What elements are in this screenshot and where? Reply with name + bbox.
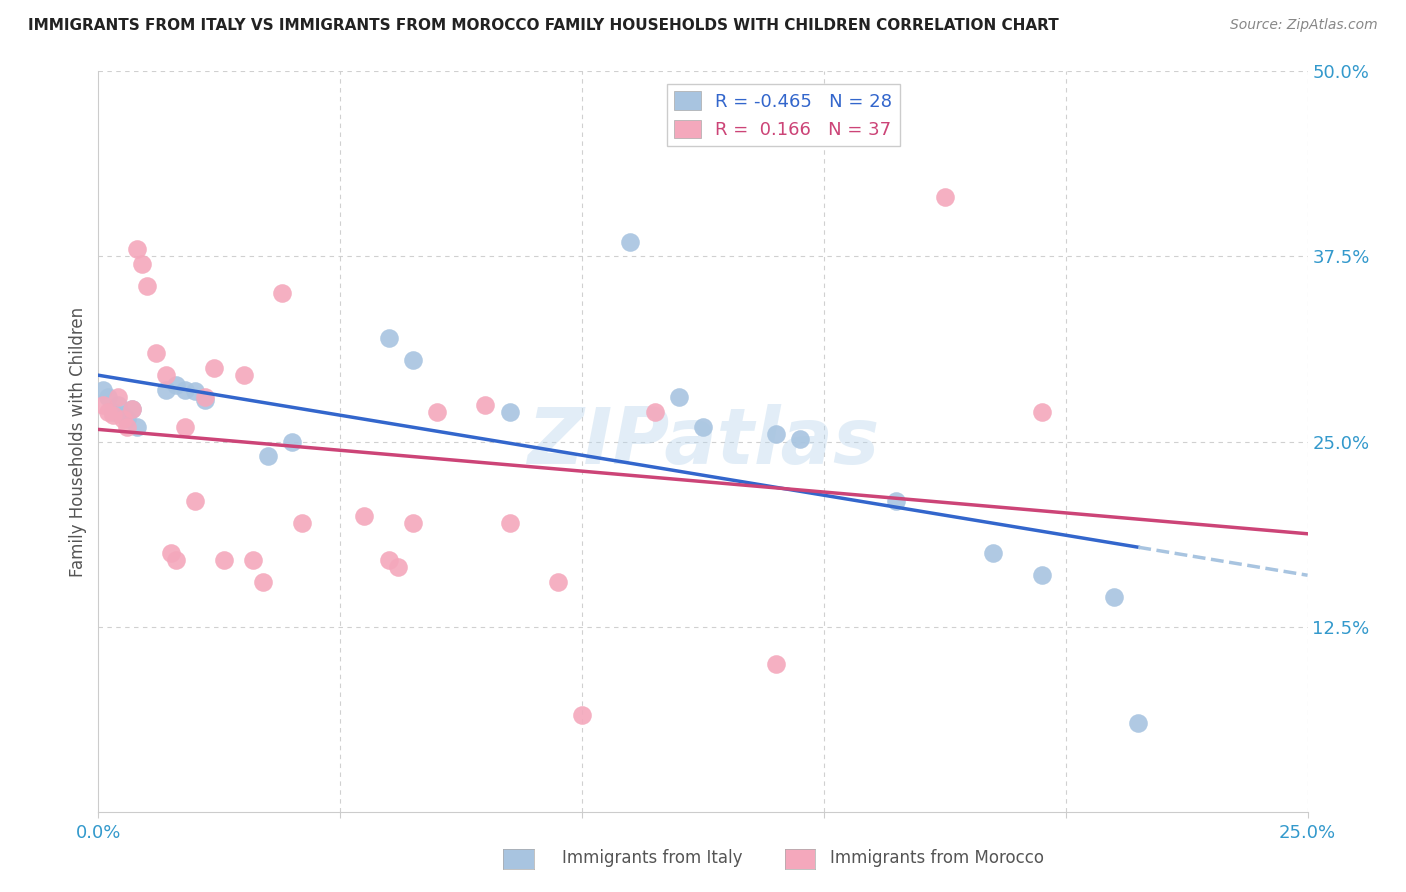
Point	[97, 390, 120, 404]
Point	[174, 419, 197, 434]
Point	[121, 401, 143, 416]
Point	[387, 560, 409, 574]
Point	[117, 412, 139, 426]
Point	[242, 553, 264, 567]
Point	[256, 450, 278, 464]
Point	[252, 575, 274, 590]
Point	[765, 657, 787, 671]
Point	[290, 516, 312, 530]
Point	[498, 516, 520, 530]
Point	[644, 405, 666, 419]
Point	[155, 383, 177, 397]
Point	[212, 553, 235, 567]
Point	[402, 353, 425, 368]
Text: Immigrants from Morocco: Immigrants from Morocco	[830, 849, 1043, 867]
Point	[232, 368, 254, 382]
Point	[101, 405, 124, 419]
Point	[160, 546, 183, 560]
Point	[571, 708, 593, 723]
Point	[1128, 715, 1150, 730]
Point	[353, 508, 375, 523]
Point	[91, 383, 114, 397]
Point	[498, 405, 520, 419]
Point	[117, 419, 139, 434]
Point	[165, 378, 187, 392]
Point	[1102, 590, 1125, 604]
Legend: R = -0.465   N = 28, R =  0.166   N = 37: R = -0.465 N = 28, R = 0.166 N = 37	[666, 84, 900, 146]
Point	[121, 401, 143, 416]
Point	[474, 398, 496, 412]
Point	[131, 257, 153, 271]
Point	[668, 390, 690, 404]
Point	[194, 393, 217, 408]
Point	[281, 434, 304, 449]
Point	[135, 279, 157, 293]
Y-axis label: Family Households with Children: Family Households with Children	[69, 307, 87, 576]
Point	[886, 493, 908, 508]
Point	[426, 405, 449, 419]
Point	[204, 360, 226, 375]
Point	[174, 383, 197, 397]
Point	[97, 405, 120, 419]
Point	[981, 546, 1004, 560]
Point	[155, 368, 177, 382]
Point	[1031, 405, 1053, 419]
Point	[377, 331, 399, 345]
Point	[789, 432, 811, 446]
Text: IMMIGRANTS FROM ITALY VS IMMIGRANTS FROM MOROCCO FAMILY HOUSEHOLDS WITH CHILDREN: IMMIGRANTS FROM ITALY VS IMMIGRANTS FROM…	[28, 18, 1059, 33]
Text: ZIPatlas: ZIPatlas	[527, 403, 879, 480]
Point	[194, 390, 217, 404]
Point	[1031, 567, 1053, 582]
Point	[692, 419, 714, 434]
Text: Immigrants from Italy: Immigrants from Italy	[562, 849, 742, 867]
Text: Source: ZipAtlas.com: Source: ZipAtlas.com	[1230, 18, 1378, 32]
Point	[184, 384, 207, 399]
Point	[145, 345, 167, 359]
Point	[402, 516, 425, 530]
Point	[165, 553, 187, 567]
Point	[107, 398, 129, 412]
Point	[377, 553, 399, 567]
Point	[271, 286, 294, 301]
Point	[127, 419, 149, 434]
Point	[765, 427, 787, 442]
Point	[107, 390, 129, 404]
Point	[547, 575, 569, 590]
Point	[184, 493, 207, 508]
Point	[619, 235, 641, 249]
Point	[111, 408, 134, 422]
Point	[111, 412, 134, 426]
Point	[934, 190, 956, 204]
Point	[91, 398, 114, 412]
Point	[127, 242, 149, 256]
Point	[101, 408, 124, 422]
